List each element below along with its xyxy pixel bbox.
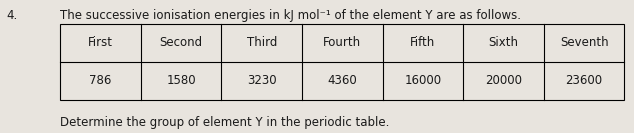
Text: 23600: 23600 — [566, 74, 603, 87]
Text: Seventh: Seventh — [560, 36, 609, 49]
Text: 4360: 4360 — [328, 74, 357, 87]
Text: Determine the group of element Y in the periodic table.: Determine the group of element Y in the … — [60, 116, 390, 129]
Text: 4.: 4. — [6, 9, 18, 22]
Text: 1580: 1580 — [166, 74, 196, 87]
Text: The successive ionisation energies in kJ mol⁻¹ of the element Y are as follows.: The successive ionisation energies in kJ… — [60, 9, 521, 22]
Text: Sixth: Sixth — [489, 36, 519, 49]
Text: Fourth: Fourth — [323, 36, 361, 49]
Text: 20000: 20000 — [485, 74, 522, 87]
Text: Third: Third — [247, 36, 277, 49]
Text: First: First — [88, 36, 113, 49]
Text: Fifth: Fifth — [410, 36, 436, 49]
Text: 786: 786 — [89, 74, 112, 87]
Text: Second: Second — [160, 36, 203, 49]
Text: 16000: 16000 — [404, 74, 441, 87]
Text: 3230: 3230 — [247, 74, 276, 87]
